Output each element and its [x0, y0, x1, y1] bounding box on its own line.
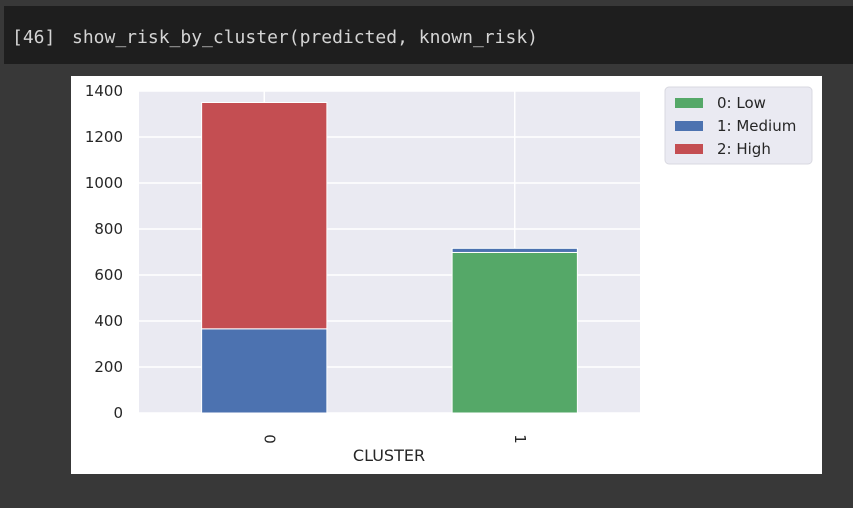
y-tick-labels: 0 200 400 600 800 1000 1200 1400	[85, 82, 123, 422]
bars	[201, 102, 578, 414]
bar-segment	[451, 251, 578, 414]
y-tick-label: 800	[94, 220, 123, 238]
y-tick-label: 0	[113, 404, 123, 422]
legend-label: 0: Low	[717, 94, 766, 112]
y-tick-label: 1400	[85, 82, 123, 100]
legend-label: 1: Medium	[717, 117, 796, 135]
legend-label: 2: High	[717, 140, 771, 158]
y-tick-label: 200	[94, 358, 123, 376]
y-tick-label: 600	[94, 266, 123, 284]
y-tick-label: 1200	[85, 128, 123, 146]
execution-count: [46]	[12, 27, 56, 48]
y-tick-label: 400	[94, 312, 123, 330]
bar-segment	[201, 102, 328, 330]
y-tick-label: 1000	[85, 174, 123, 192]
x-tick-label: 0	[260, 434, 278, 444]
x-tick-label: 1	[511, 434, 529, 444]
x-axis-label: CLUSTER	[353, 446, 425, 465]
legend-swatch	[675, 121, 703, 131]
bar-segment	[451, 247, 578, 253]
legend-swatch	[675, 98, 703, 108]
code-line[interactable]: show_risk_by_cluster(predicted, known_ri…	[72, 27, 538, 48]
legend-swatch	[675, 144, 703, 154]
legend: 0: Low 1: Medium 2: High	[664, 86, 813, 165]
code-input-area[interactable]: [46] show_risk_by_cluster(predicted, kno…	[4, 6, 853, 64]
bar-segment	[201, 328, 328, 414]
